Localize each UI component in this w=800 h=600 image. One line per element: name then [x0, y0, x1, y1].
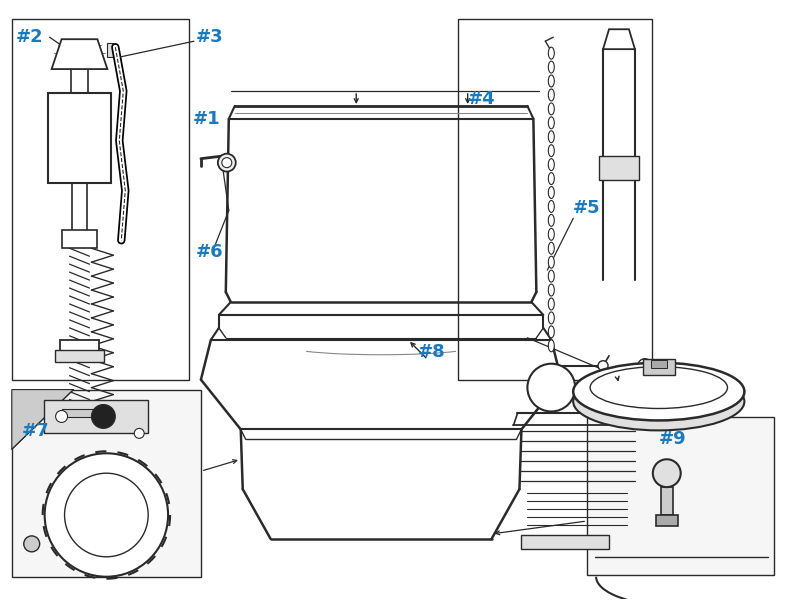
Ellipse shape [548, 270, 554, 282]
Bar [522, 535, 609, 549]
Bar [54, 350, 104, 362]
Circle shape [65, 473, 148, 557]
Ellipse shape [548, 326, 554, 338]
Polygon shape [603, 29, 635, 49]
Circle shape [218, 154, 236, 172]
Ellipse shape [548, 242, 554, 254]
Ellipse shape [548, 145, 554, 157]
Bar [643, 359, 674, 374]
Bar [59, 340, 99, 360]
Bar [62, 409, 98, 418]
Ellipse shape [548, 173, 554, 185]
Text: #2: #2 [16, 28, 43, 46]
Ellipse shape [548, 229, 554, 240]
Text: #3: #3 [196, 28, 223, 46]
Circle shape [91, 404, 115, 428]
Circle shape [222, 158, 232, 167]
Circle shape [134, 428, 144, 439]
Bar [651, 360, 666, 368]
Ellipse shape [548, 187, 554, 199]
Bar [12, 19, 189, 380]
Polygon shape [52, 39, 107, 69]
Ellipse shape [527, 364, 575, 412]
Text: #4: #4 [468, 90, 495, 108]
Bar [599, 155, 639, 179]
Ellipse shape [548, 312, 554, 324]
Bar [661, 487, 673, 515]
Bar [107, 43, 114, 57]
Ellipse shape [548, 298, 554, 310]
Ellipse shape [548, 256, 554, 268]
Ellipse shape [548, 117, 554, 129]
Circle shape [638, 359, 652, 373]
Text: #7: #7 [22, 422, 50, 440]
Circle shape [24, 536, 40, 552]
Bar [58, 407, 102, 427]
Ellipse shape [548, 61, 554, 73]
Ellipse shape [548, 200, 554, 212]
Bar [587, 418, 774, 575]
Polygon shape [12, 389, 74, 449]
Bar [12, 389, 201, 577]
Bar [48, 93, 111, 182]
Bar [458, 19, 652, 380]
Bar [656, 515, 678, 526]
Text: #6: #6 [196, 243, 223, 261]
Circle shape [653, 459, 681, 487]
Circle shape [45, 453, 168, 577]
Ellipse shape [548, 47, 554, 59]
Ellipse shape [548, 158, 554, 170]
Ellipse shape [548, 284, 554, 296]
Circle shape [598, 361, 608, 371]
Circle shape [56, 410, 67, 422]
Ellipse shape [573, 363, 744, 421]
Text: #5: #5 [573, 199, 601, 217]
Ellipse shape [548, 75, 554, 87]
Text: #9: #9 [658, 430, 686, 448]
Ellipse shape [548, 131, 554, 143]
Ellipse shape [548, 214, 554, 226]
Ellipse shape [548, 89, 554, 101]
Bar [62, 230, 98, 248]
Ellipse shape [573, 373, 744, 430]
Text: #8: #8 [418, 343, 446, 361]
Bar [44, 400, 148, 433]
Text: #1: #1 [193, 110, 221, 128]
Ellipse shape [548, 103, 554, 115]
Ellipse shape [590, 367, 727, 409]
Ellipse shape [548, 340, 554, 352]
